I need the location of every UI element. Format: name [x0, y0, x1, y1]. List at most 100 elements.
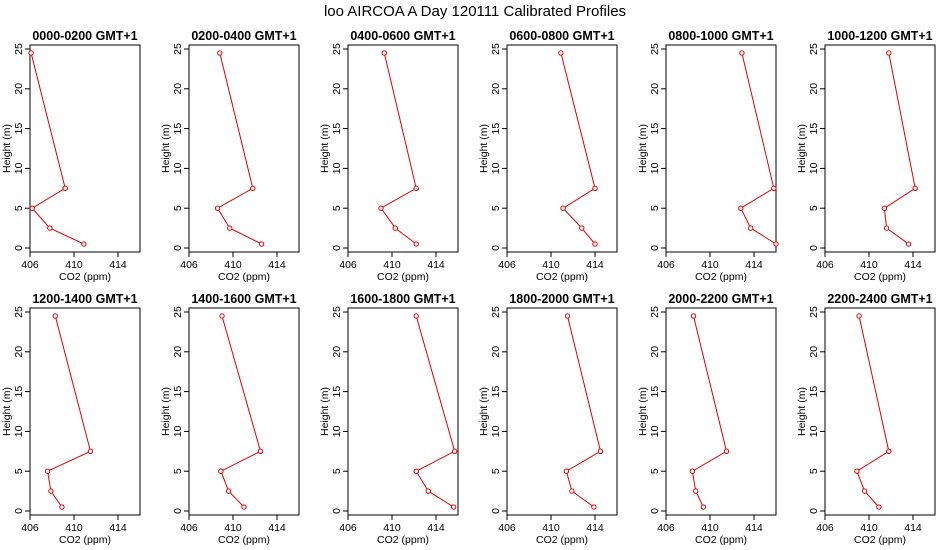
x-tick-label: 406 [180, 259, 198, 271]
y-tick-label: 5 [331, 205, 343, 211]
data-point [738, 205, 744, 211]
plot-frame [506, 44, 618, 253]
data-point [886, 50, 892, 56]
data-point [579, 225, 585, 231]
x-tick-label: 410 [383, 522, 401, 534]
x-tick-label: 414 [904, 259, 922, 271]
profile-line [216, 52, 262, 245]
panel-title: 1200-1400 GMT+1 [32, 292, 137, 306]
x-tick-label: 414 [586, 259, 604, 271]
data-point [59, 504, 65, 510]
x-axis-label: CO2 (ppm) [854, 534, 906, 546]
y-tick-label: 0 [808, 508, 820, 514]
data-point [250, 185, 256, 192]
data-point [700, 504, 707, 510]
y-axis-label: Height (m) [160, 387, 172, 436]
data-point [693, 488, 699, 494]
data-point [558, 50, 564, 56]
y-tick-label: 5 [490, 205, 502, 211]
data-point [881, 205, 888, 211]
y-tick-label: 10 [649, 162, 661, 174]
x-axis-label: CO2 (ppm) [536, 534, 588, 546]
x-tick-label: 410 [65, 522, 83, 534]
y-tick-label: 0 [649, 245, 661, 251]
data-point [854, 468, 860, 474]
data-point [227, 225, 233, 231]
x-tick-label: 410 [224, 259, 242, 271]
x-tick-label: 414 [745, 522, 763, 534]
panel-title: 0600-0800 GMT+1 [509, 29, 614, 43]
y-axis-label: Height (m) [1, 387, 13, 436]
data-point [592, 185, 598, 192]
data-point [413, 468, 419, 474]
x-tick-label: 410 [542, 259, 560, 271]
plot-frame [347, 307, 459, 516]
panel-title: 1600-1800 GMT+1 [350, 292, 455, 306]
panel-title: 0000-0200 GMT+1 [32, 29, 137, 43]
x-tick-label: 410 [860, 259, 878, 271]
x-tick-label: 410 [701, 522, 719, 534]
plot-frame [506, 307, 618, 516]
data-point [883, 225, 890, 231]
y-tick-label: 20 [172, 346, 184, 358]
y-tick-label: 10 [13, 162, 25, 174]
y-tick-label: 15 [331, 123, 343, 135]
data-point [44, 468, 51, 474]
data-point [452, 448, 458, 454]
y-tick-label: 15 [172, 123, 184, 135]
data-point [425, 488, 431, 494]
y-tick-label: 20 [490, 83, 502, 95]
y-tick-label: 15 [331, 386, 343, 398]
data-point [569, 488, 575, 494]
data-point [450, 504, 457, 510]
y-tick-label: 5 [808, 205, 820, 211]
y-tick-label: 10 [172, 162, 184, 174]
data-point [47, 225, 53, 231]
x-axis-label: CO2 (ppm) [536, 271, 588, 283]
figure-title: loo AIRCOA A Day 120111 Calibrated Profi… [324, 3, 626, 20]
x-tick-label: 414 [745, 259, 763, 271]
chart-panel: 1200-1400 GMT+1 406 410 414 0 5 10 15 20 25 CO2 (p… [1, 292, 141, 546]
profile-line [740, 52, 777, 245]
x-tick-label: 410 [224, 522, 242, 534]
y-axis-label: Height (m) [637, 387, 649, 436]
x-tick-label: 406 [816, 522, 834, 534]
x-tick-label: 406 [339, 259, 357, 271]
y-tick-label: 20 [172, 83, 184, 95]
y-tick-label: 0 [172, 508, 184, 514]
y-tick-label: 25 [13, 43, 25, 55]
data-point [856, 313, 862, 319]
panel-title: 2000-2200 GMT+1 [668, 292, 773, 306]
x-tick-label: 414 [268, 259, 286, 271]
y-tick-label: 5 [331, 468, 343, 474]
y-tick-label: 15 [649, 123, 661, 135]
y-tick-label: 25 [172, 306, 184, 318]
data-point [52, 313, 58, 319]
y-tick-label: 0 [13, 508, 25, 514]
y-tick-label: 0 [172, 245, 184, 251]
data-point [723, 448, 730, 454]
y-tick-label: 5 [808, 468, 820, 474]
x-axis-label: CO2 (ppm) [854, 271, 906, 283]
plot-frame [824, 44, 936, 253]
y-axis-label: Height (m) [796, 387, 808, 436]
panel-title: 2200-2400 GMT+1 [827, 292, 932, 306]
chart-panel: 1600-1800 GMT+1 406 410 414 0 5 10 15 20 25 CO2 (p… [319, 292, 459, 546]
y-tick-label: 25 [490, 306, 502, 318]
panel-grid: 0000-0200 GMT+1 406 410 414 0 5 10 15 20 25 CO2 (p… [1, 29, 936, 546]
y-tick-label: 5 [172, 205, 184, 211]
profile-line [856, 315, 890, 508]
profile-line [883, 52, 916, 245]
x-tick-label: 406 [498, 522, 516, 534]
plot-frame [824, 307, 936, 516]
data-point [257, 448, 264, 454]
y-tick-label: 5 [172, 468, 184, 474]
x-axis-label: CO2 (ppm) [218, 534, 270, 546]
y-tick-label: 15 [808, 123, 820, 135]
x-axis-label: CO2 (ppm) [377, 534, 429, 546]
panel-title: 1400-1600 GMT+1 [191, 292, 296, 306]
y-tick-label: 10 [172, 425, 184, 437]
plot-frame [29, 44, 141, 253]
y-tick-label: 20 [490, 346, 502, 358]
